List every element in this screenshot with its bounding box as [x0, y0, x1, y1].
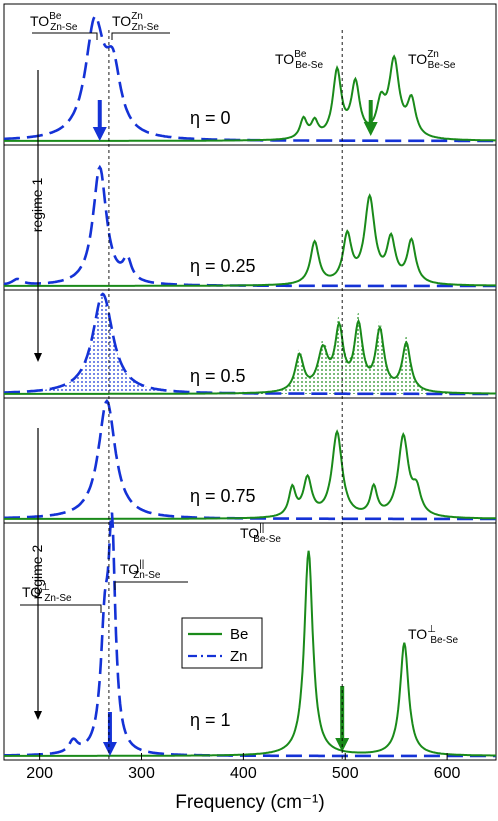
legend-label-zn: Zn [230, 648, 248, 665]
peak-label-to-par-znse: TO|| Zn-Se [120, 559, 161, 581]
panel-1: η = 0.25 [3, 144, 497, 291]
regime-arrowhead [34, 353, 42, 362]
zn-arrow [92, 100, 107, 141]
x-tick-label: 400 [230, 765, 257, 782]
panel-0: η = 0 [3, 3, 497, 146]
peak-label-to-perp-bese: TO⊥ Be-Se [408, 624, 459, 646]
regime-arrowhead [34, 711, 42, 720]
annotations: TOBe Zn-Se TOZn Zn-Se TOBe Be-Se TOZn Be-Se TO⊥ Z… [20, 11, 459, 720]
peak-label-to-be-znse: TOBe Zn-Se [30, 11, 78, 33]
eta-label: η = 0.75 [190, 486, 256, 506]
eta-label: η = 0.25 [190, 256, 256, 276]
panel-2: η = 0.5 [3, 289, 497, 399]
x-axis-label: Frequency (cm⁻¹) [175, 792, 324, 813]
peak-label-to-zn-znse: TOZn Zn-Se [112, 11, 159, 33]
panel-frame [3, 522, 497, 761]
panel-frame [3, 3, 497, 146]
regime-label: regime 2 [29, 545, 45, 600]
peak-label-to-par-bese: TO|| Be-Se [240, 523, 281, 545]
eta-label: η = 1 [190, 710, 231, 730]
panel-4: η = 1 [3, 512, 497, 761]
legend-box [181, 617, 263, 669]
be-series-line [4, 193, 497, 287]
be-arrow [363, 100, 378, 136]
zn-series-line [3, 164, 496, 288]
legend-label-be: Be [230, 626, 248, 643]
panel-3: η = 0.75 [3, 397, 497, 524]
x-tick-label: 200 [26, 765, 53, 782]
eta-label: η = 0.5 [190, 366, 246, 386]
legend: Be Zn [181, 617, 263, 669]
bracket [111, 32, 170, 40]
bracket [114, 581, 188, 590]
zn-shaded-area [4, 294, 496, 394]
be-shaded-area [4, 311, 496, 394]
plot-panels: η = 0 η = 0.25 η = 0.5 η = 0.75 η = 1 [3, 3, 497, 761]
x-tick-label: 300 [128, 765, 155, 782]
peak-label-to-perp-znse: TO⊥ Zn-Se [22, 582, 72, 604]
zn-arrow [102, 712, 117, 756]
peak-label-to-be-bese: TOBe Be-Se [275, 49, 323, 71]
be-series-line [4, 429, 497, 520]
be-series-line [4, 550, 496, 757]
peak-label-to-zn-bese: TOZn Be-Se [408, 49, 456, 71]
x-tick-label: 500 [332, 765, 359, 782]
zn-series-line [3, 398, 496, 521]
zn-series-line [3, 14, 496, 143]
zn-series-line [3, 512, 496, 758]
x-axis: 200 300 400 500 600 Frequency (cm⁻¹) [26, 753, 461, 813]
bracket [20, 604, 102, 613]
bracket [32, 32, 98, 40]
be-series-line [4, 54, 496, 142]
be-arrow [335, 686, 350, 752]
regime-label: regime 1 [29, 178, 45, 233]
x-tick-label: 600 [434, 765, 461, 782]
reference-lines [108, 30, 343, 760]
eta-label: η = 0 [190, 108, 231, 128]
be-series-line [4, 318, 496, 395]
